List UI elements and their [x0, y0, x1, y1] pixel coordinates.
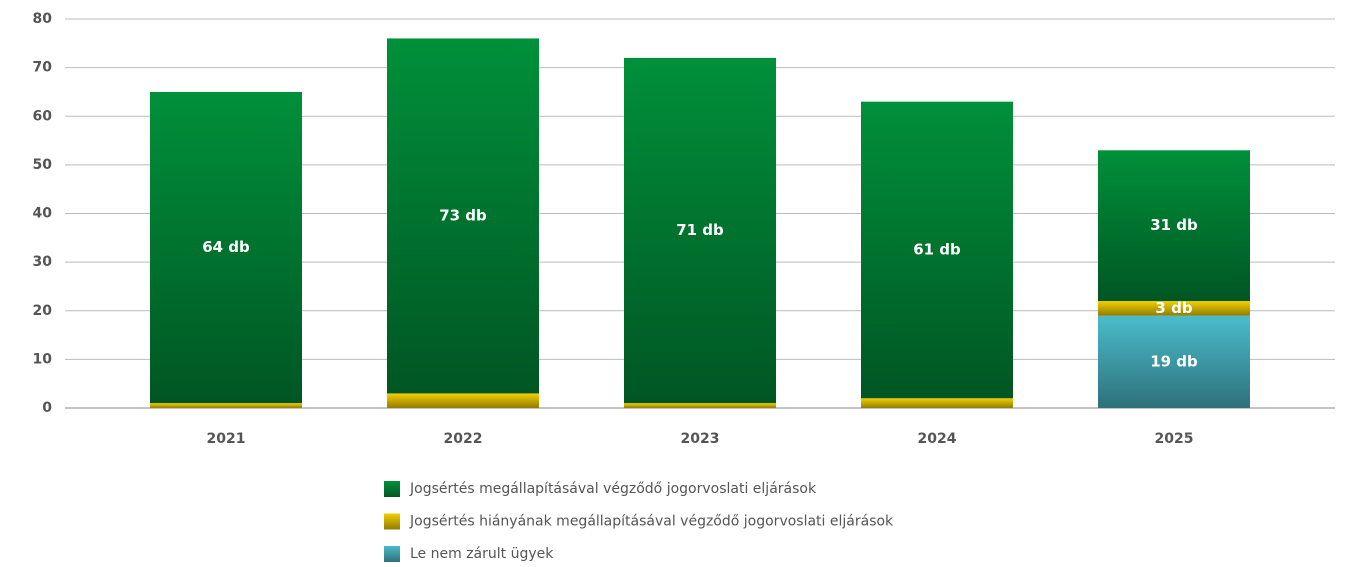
value-label: 19 db: [1150, 352, 1198, 370]
legend-swatch: [384, 546, 400, 562]
bar-segment: [150, 91, 302, 404]
y-tick-label: 80: [33, 11, 53, 27]
bar-segment: [1098, 315, 1250, 408]
value-label: 3 db: [1155, 299, 1192, 317]
value-label: 61 db: [913, 240, 961, 258]
y-tick-label: 40: [33, 206, 53, 222]
y-tick-label: 10: [33, 351, 53, 367]
y-tick-label: 20: [33, 303, 53, 319]
legend-label: Jogsértés megállapításával végződő jogor…: [409, 481, 817, 497]
y-tick-label: 0: [42, 400, 52, 416]
x-tick-label: 2025: [1155, 431, 1194, 447]
x-tick-label: 2022: [444, 431, 483, 447]
value-label: 71 db: [676, 221, 724, 239]
value-label: 73 db: [439, 206, 487, 224]
legend-swatch: [384, 481, 400, 497]
legend-label: Jogsértés hiányának megállapításával vég…: [409, 514, 894, 530]
y-tick-label: 50: [33, 157, 53, 173]
bar-segment: [150, 403, 302, 408]
bar-segment: [624, 57, 776, 404]
x-tick-label: 2021: [207, 431, 246, 447]
value-label: 31 db: [1150, 216, 1198, 234]
x-tick-label: 2023: [681, 431, 720, 447]
bar-segment: [387, 393, 539, 408]
bar-segment: [861, 101, 1013, 399]
y-tick-label: 60: [33, 108, 53, 124]
y-tick-label: 30: [33, 254, 53, 270]
x-tick-label: 2024: [918, 431, 957, 447]
bar-segment: [387, 38, 539, 394]
legend-label: Le nem zárult ügyek: [410, 546, 554, 562]
bar-segment: [1098, 301, 1250, 316]
legend-swatch: [384, 513, 400, 530]
y-tick-label: 70: [33, 60, 53, 76]
bar-segment: [861, 398, 1013, 408]
value-label: 64 db: [202, 238, 250, 256]
bar-segment: [1098, 150, 1250, 302]
bar-segment: [624, 403, 776, 408]
